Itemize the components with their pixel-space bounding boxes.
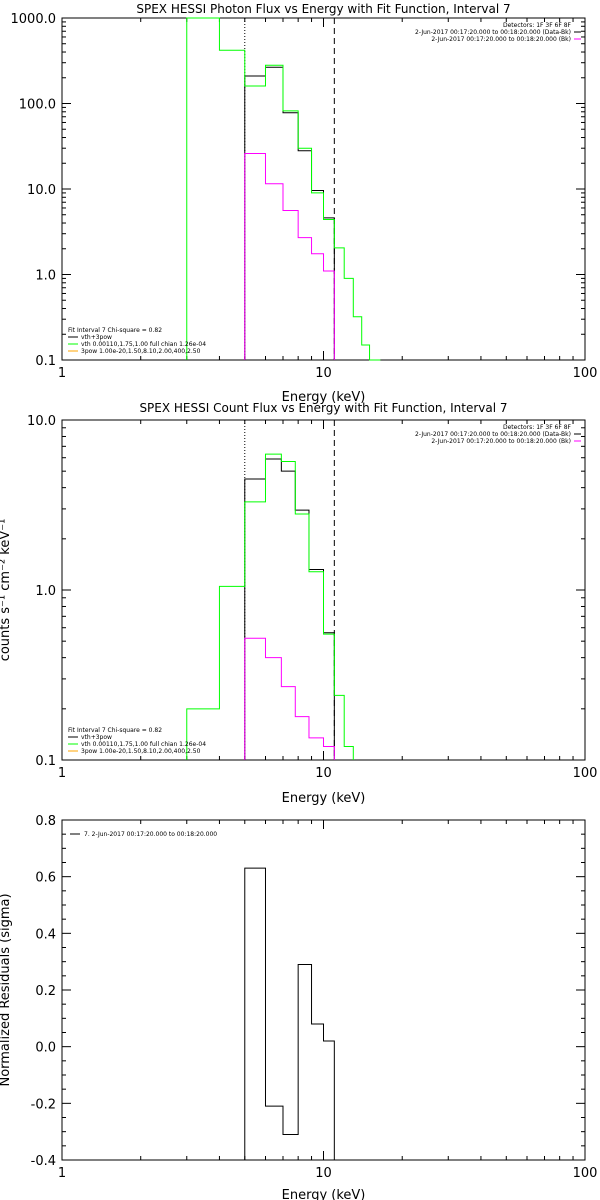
legend-bottom-entry: Fit Interval 7 Chi-square = 0.82 (68, 327, 162, 334)
y-axis-label: Normalized Residuals (sigma) (0, 893, 13, 1086)
x-tick-label: 1 (58, 366, 66, 381)
legend-top-entry: 2-Jun-2017 00:17:20.000 to 00:18:20.000 … (415, 431, 571, 438)
y-tick-label: 10.0 (27, 414, 56, 429)
x-tick-label: 10 (315, 366, 332, 381)
legend-bottom-entry: vth 0.00110,1.75,1.00 full chian 1.26e-0… (81, 341, 206, 348)
legend-bottom-entry: 3pow 1.00e-20,1.50,8.10,2.00,400,2.50 (81, 348, 201, 355)
y-tick-label: 10.0 (27, 183, 56, 198)
x-tick-label: 100 (573, 766, 598, 781)
series-line-2 (186, 17, 381, 361)
y-tick-label: 0.0 (35, 1041, 56, 1056)
legend-bottom-entry: vth+3pow (81, 334, 112, 341)
x-tick-label: 10 (315, 766, 332, 781)
y-tick-label: 1.0 (35, 584, 56, 599)
y-tick-label: 0.8 (35, 814, 56, 829)
legend-bottom-entry: Fit Interval 7 Chi-square = 0.82 (68, 727, 162, 734)
x-axis-label: Energy (keV) (282, 1188, 366, 1200)
y-tick-label: 1000.0 (11, 12, 57, 27)
legend-top-entry: Detectors: 1F 3F 6F 8F (503, 424, 572, 431)
y-tick-label: 0.1 (35, 354, 56, 369)
legend-top-entry: 2-Jun-2017 00:17:20.000 to 00:18:20.000 … (431, 438, 571, 445)
plot-frame (61, 819, 586, 1161)
x-axis-label: Energy (keV) (282, 390, 366, 405)
legend-top-entry: 2-Jun-2017 00:17:20.000 to 00:18:20.000 … (431, 36, 571, 43)
y-tick-label: 0.4 (35, 927, 56, 942)
series-line-1 (244, 637, 335, 760)
y-tick-label: -0.4 (31, 1154, 56, 1169)
legend-bottom-entry: 3pow 1.00e-20,1.50,8.10,2.00,400,2.50 (81, 748, 201, 755)
y-tick-label: 0.1 (35, 754, 56, 769)
x-axis-label: Energy (keV) (282, 791, 366, 806)
series-line-0 (244, 458, 335, 760)
legend-bottom-entry: vth 0.00110,1.75,1.00 full chian 1.26e-0… (81, 741, 206, 748)
legend-bottom-entry: vth+3pow (81, 734, 112, 741)
x-tick-label: 100 (573, 1166, 598, 1181)
plot-frame (61, 17, 586, 361)
y-tick-label: 0.2 (35, 984, 56, 999)
residuals-panel: 1 10 100 -0.4 -0.2 0.0 0.2 0.4 0.6 0.8 Energy (keV… (0, 814, 597, 1200)
series-line-0 (244, 867, 335, 1160)
chart-title: SPEX HESSI Count Flux vs Energy with Fit… (139, 401, 507, 415)
chart-title: SPEX HESSI Photon Flux vs Energy with Fi… (136, 2, 510, 16)
series-line-2 (186, 453, 354, 760)
x-tick-label: 10 (315, 1166, 332, 1181)
legend-entry: 7. 2-Jun-2017 00:17:20.000 to 00:18:20.0… (84, 831, 217, 838)
y-tick-label: 0.6 (35, 871, 56, 886)
x-tick-label: 1 (58, 766, 66, 781)
x-tick-label: 100 (573, 366, 598, 381)
count-flux-panel: SPEX HESSI Count Flux vs Energy with Fit… (0, 401, 597, 806)
photon-flux-panel: SPEX HESSI Photon Flux vs Energy with Fi… (11, 2, 598, 405)
y-tick-label: -0.2 (31, 1097, 56, 1112)
series-line-1 (244, 153, 335, 360)
x-tick-label: 1 (58, 1166, 66, 1181)
legend-top-entry: 2-Jun-2017 00:17:20.000 to 00:18:20.000 … (415, 29, 571, 36)
legend-top-entry: Detectors: 1F 3F 6F 8F (503, 22, 572, 29)
y-axis-label: counts s⁻¹ cm⁻² keV⁻¹ (0, 519, 13, 662)
y-tick-label: 1.0 (35, 269, 56, 284)
y-tick-label: 100.0 (19, 98, 56, 113)
